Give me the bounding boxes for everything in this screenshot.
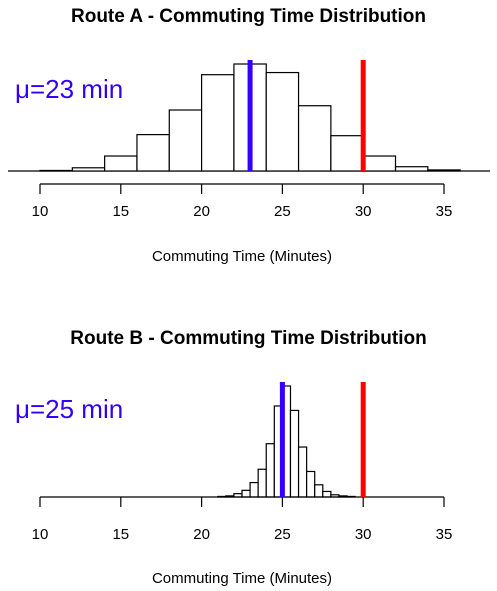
- panel-a-histogram-bar: [362, 155, 397, 172]
- panel-a-x-tick-label: 30: [355, 203, 372, 220]
- panel-a-histogram-bar: [297, 105, 332, 172]
- panel-b-x-tick-label: 20: [193, 526, 210, 543]
- panel-a-x-tick-label: 35: [436, 203, 453, 220]
- panel-a-histogram-bar: [394, 166, 429, 172]
- panel-b-x-axis-title: Commuting Time (Minutes): [152, 570, 332, 587]
- panel-b-x-tick-label: 30: [355, 526, 372, 543]
- panel-a-histogram-bar: [265, 71, 300, 172]
- panel-a-histogram-bar: [39, 169, 73, 172]
- panel-a-histogram-bar: [136, 134, 170, 172]
- panel-a-x-tick-label: 20: [193, 203, 210, 220]
- panel-a-mean-label: μ=23 min: [15, 74, 123, 104]
- panel-b-x-tick-label: 25: [274, 526, 291, 543]
- panel-b-histogram-bar: [241, 489, 251, 498]
- panel-a-histogram-bar: [201, 74, 235, 172]
- panel-b-mean-label: μ=25 min: [15, 394, 123, 424]
- panel-b-chart-title: Route B - Commuting Time Distribution: [70, 328, 426, 349]
- panel-b-histogram-bar: [257, 468, 267, 498]
- panel-a-histogram-bar: [104, 155, 138, 172]
- panel-b-x-tick-label: 10: [32, 526, 49, 543]
- panel-a-x-tick-label: 25: [274, 203, 291, 220]
- panel-a-histogram-bar: [330, 135, 364, 172]
- panel-a-x-axis-title: Commuting Time (Minutes): [152, 248, 332, 265]
- panel-b-x-tick-label: 15: [112, 526, 129, 543]
- panel-a-histogram-bar: [168, 109, 203, 172]
- panel-a-chart-title: Route A - Commuting Time Distribution: [71, 6, 426, 27]
- panel-b-histogram-bar: [265, 443, 275, 498]
- panel-a-histogram-bar: [71, 167, 106, 172]
- panel-b-x-tick-label: 35: [436, 526, 453, 543]
- panel-b-histogram-bar: [289, 409, 300, 498]
- panel-a-x-tick-label: 15: [112, 203, 129, 220]
- panel-b-histogram-bar: [314, 484, 324, 498]
- panel-b-histogram-bar: [322, 490, 332, 498]
- panel-a-histogram-bar: [427, 169, 461, 172]
- panel-b-histogram-bar: [297, 446, 308, 498]
- panel-b-histogram-bar: [306, 470, 316, 498]
- panel-b-histogram-bar: [249, 481, 259, 498]
- panel-a-x-tick-label: 10: [32, 203, 49, 220]
